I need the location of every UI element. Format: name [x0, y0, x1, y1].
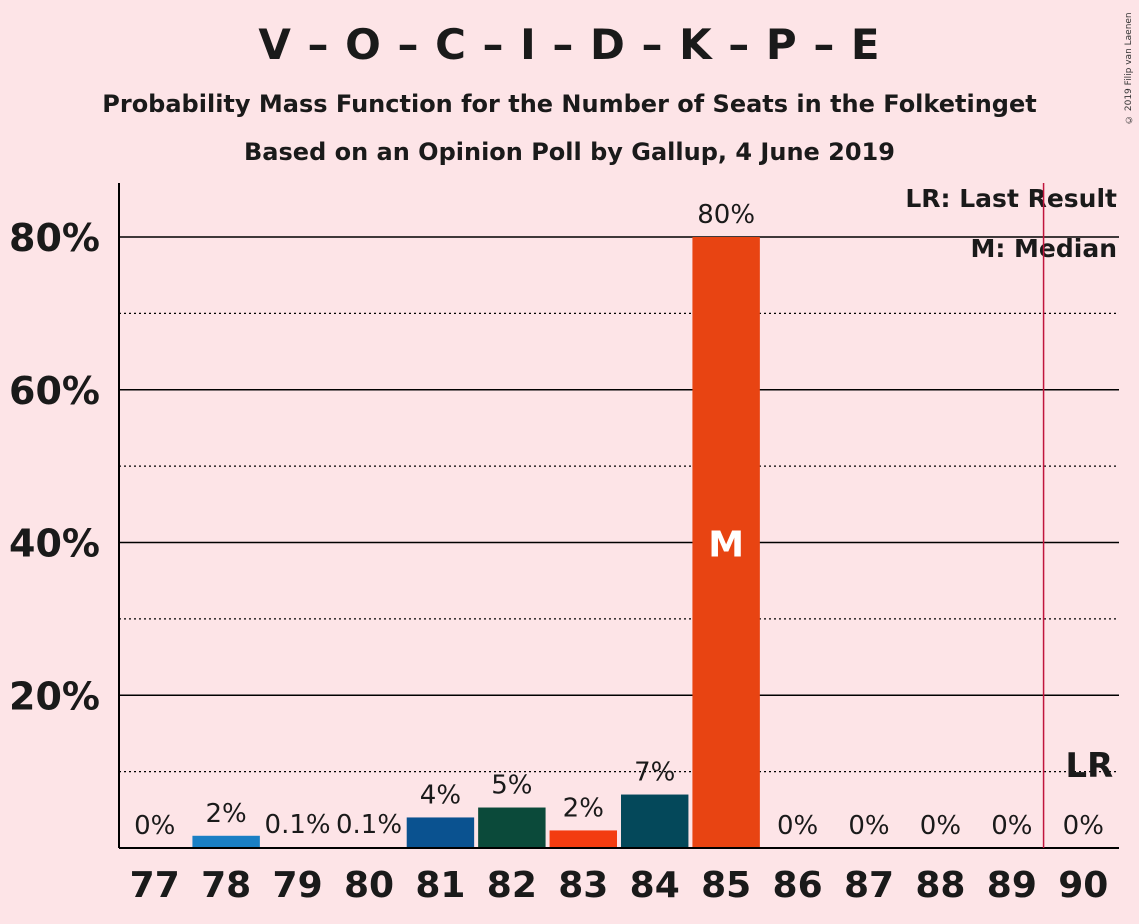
x-tick-label: 88: [915, 865, 965, 906]
x-tick-label: 83: [558, 865, 608, 906]
y-tick-label: 60%: [9, 369, 100, 413]
chart-title: V – O – C – I – D – K – P – E: [258, 20, 881, 69]
bar: [692, 237, 760, 848]
chart-source-line: Based on an Opinion Poll by Gallup, 4 Ju…: [244, 138, 895, 166]
x-tick-label: 82: [487, 865, 537, 906]
bar-value-label: 0.1%: [265, 810, 331, 840]
bar: [621, 794, 689, 848]
x-tick-label: 81: [415, 865, 465, 906]
bar-value-label: 80%: [697, 200, 755, 230]
bar-value-label: 0%: [134, 811, 175, 841]
chart-subtitle: Probability Mass Function for the Number…: [102, 90, 1037, 118]
bar: [549, 830, 617, 848]
bar: [478, 807, 546, 848]
bar-value-label: 4%: [420, 780, 461, 810]
legend-last-result: LR: Last Result: [905, 184, 1117, 213]
x-tick-label: 89: [987, 865, 1037, 906]
bar-value-label: 5%: [491, 771, 532, 801]
y-tick-label: 20%: [9, 674, 100, 718]
bar-value-label: 2%: [563, 793, 604, 823]
x-tick-label: 86: [773, 865, 823, 906]
bar-value-label: 0%: [991, 811, 1032, 841]
last-result-marker: LR: [1065, 746, 1113, 786]
median-marker: M: [708, 525, 744, 566]
x-tick-label: 80: [344, 865, 394, 906]
x-tick-label: 85: [701, 865, 751, 906]
bar-value-label: 0%: [848, 811, 889, 841]
y-tick-label: 40%: [9, 522, 100, 566]
bar-value-label: 0%: [1063, 811, 1104, 841]
bar-value-label: 0%: [777, 811, 818, 841]
bar-value-label: 7%: [634, 758, 675, 788]
bar: [192, 835, 260, 848]
x-tick-label: 79: [273, 865, 323, 906]
bar-value-label: 0%: [920, 811, 961, 841]
x-tick-label: 87: [844, 865, 894, 906]
bar: [406, 817, 475, 848]
x-tick-label: 77: [130, 865, 180, 906]
x-tick-label: 90: [1058, 865, 1108, 906]
bar-value-label: 0.1%: [336, 810, 402, 840]
y-tick-label: 80%: [9, 216, 100, 260]
bar-value-label: 2%: [206, 799, 247, 829]
x-tick-label: 84: [630, 865, 680, 906]
x-tick-label: 78: [201, 865, 251, 906]
